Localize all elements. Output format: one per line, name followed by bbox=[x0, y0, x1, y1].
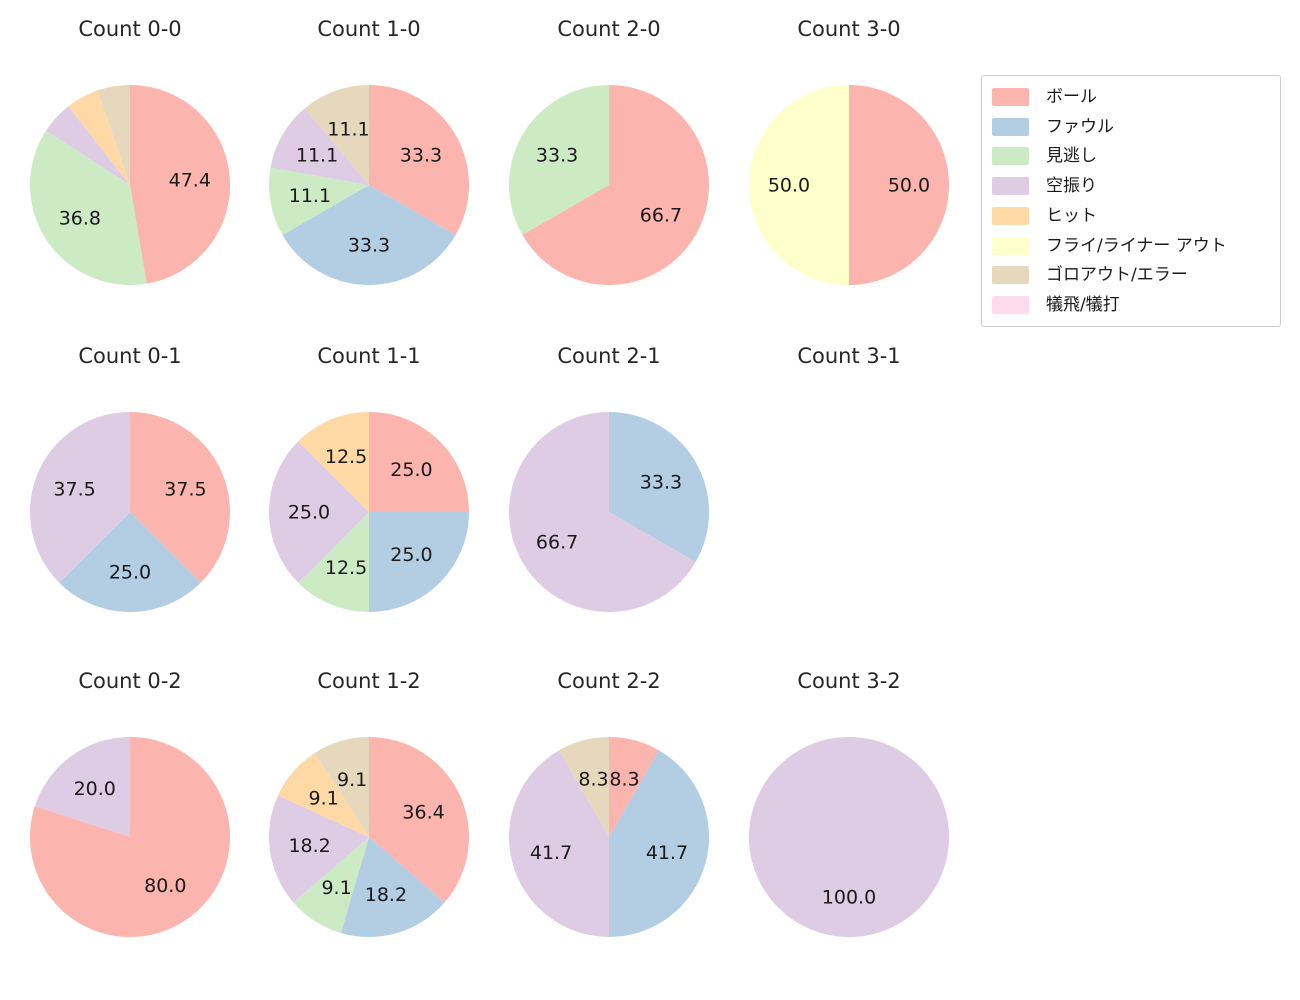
svg-text:9.1: 9.1 bbox=[309, 787, 339, 809]
legend-swatch-groundout-error bbox=[992, 266, 1029, 285]
legend-item: フライ/ライナー アウト bbox=[992, 235, 1270, 257]
pie-cell-count-0-2: Count 0-2 80.0 20.0 bbox=[10, 668, 250, 937]
svg-text:25.0: 25.0 bbox=[288, 502, 330, 524]
pie-chart-count-1-0: 33.3 33.3 11.1 11.1 11.1 bbox=[269, 85, 469, 285]
pie-cell-count-1-2: Count 1-2 36.4 18.2 9.1 18.2 9.1 9.1 bbox=[249, 668, 489, 937]
pie-cell-count-0-1: Count 0-1 37.5 25.0 37.5 bbox=[10, 343, 250, 612]
pie-chart-count-2-2: 8.3 41.7 41.7 8.3 bbox=[509, 737, 709, 937]
legend: ボール ファウル 見逃し 空振り ヒット フライ/ライナー アウト ゴロアウト/… bbox=[981, 75, 1281, 327]
svg-text:25.0: 25.0 bbox=[390, 459, 432, 481]
pie-cell-count-2-0: Count 2-0 66.7 33.3 bbox=[489, 16, 729, 285]
svg-text:41.7: 41.7 bbox=[530, 842, 572, 864]
pie-chart-count-0-1: 37.5 25.0 37.5 bbox=[30, 412, 230, 612]
pie-title: Count 3-1 bbox=[797, 344, 901, 368]
svg-text:20.0: 20.0 bbox=[74, 778, 116, 800]
svg-text:80.0: 80.0 bbox=[144, 875, 186, 897]
svg-text:11.1: 11.1 bbox=[296, 145, 338, 167]
legend-item: 犠飛/犠打 bbox=[992, 294, 1270, 316]
legend-label: 犠飛/犠打 bbox=[1046, 295, 1120, 316]
svg-text:8.3: 8.3 bbox=[609, 769, 639, 791]
svg-text:37.5: 37.5 bbox=[164, 479, 206, 501]
pie-title: Count 2-2 bbox=[557, 669, 661, 693]
legend-label: ヒット bbox=[1046, 205, 1097, 226]
legend-item: ゴロアウト/エラー bbox=[992, 264, 1270, 286]
pie-title: Count 0-0 bbox=[78, 17, 182, 41]
pie-chart-count-0-2: 80.0 20.0 bbox=[30, 737, 230, 937]
svg-text:36.4: 36.4 bbox=[402, 802, 444, 824]
legend-swatch-swinging-strike bbox=[992, 177, 1029, 196]
svg-text:50.0: 50.0 bbox=[768, 175, 810, 197]
legend-item: ボール bbox=[992, 86, 1270, 108]
pie-title: Count 0-1 bbox=[78, 344, 182, 368]
pie-title: Count 1-2 bbox=[317, 669, 421, 693]
pie-chart-count-3-1-empty bbox=[749, 412, 949, 612]
pie-cell-count-2-1: Count 2-1 33.3 66.7 bbox=[489, 343, 729, 612]
legend-item: ファウル bbox=[992, 116, 1270, 138]
pie-chart-count-3-2: 100.0 bbox=[749, 737, 949, 937]
pie-title: Count 0-2 bbox=[78, 669, 182, 693]
svg-text:12.5: 12.5 bbox=[325, 557, 367, 579]
svg-text:25.0: 25.0 bbox=[390, 544, 432, 566]
legend-label: ファウル bbox=[1046, 116, 1114, 137]
legend-label: ゴロアウト/エラー bbox=[1046, 265, 1188, 286]
pie-cell-count-1-0: Count 1-0 33.3 33.3 11.1 11.1 11.1 bbox=[249, 16, 489, 285]
legend-label: フライ/ライナー アウト bbox=[1046, 235, 1227, 256]
pie-cell-count-1-1: Count 1-1 25.0 25.0 12.5 25.0 12.5 bbox=[249, 343, 489, 612]
svg-text:47.4: 47.4 bbox=[169, 170, 211, 192]
pie-cell-count-3-1: Count 3-1 bbox=[729, 343, 969, 612]
pie-chart-count-1-2: 36.4 18.2 9.1 18.2 9.1 9.1 bbox=[269, 737, 469, 937]
legend-swatch-hit bbox=[992, 206, 1029, 225]
pie-title: Count 1-1 bbox=[317, 344, 421, 368]
svg-text:11.1: 11.1 bbox=[289, 185, 331, 207]
svg-text:12.5: 12.5 bbox=[325, 446, 367, 468]
pie-title: Count 3-2 bbox=[797, 669, 901, 693]
svg-text:33.3: 33.3 bbox=[400, 145, 442, 167]
svg-text:41.7: 41.7 bbox=[646, 842, 688, 864]
svg-text:33.3: 33.3 bbox=[536, 145, 578, 167]
legend-swatch-foul bbox=[992, 117, 1029, 136]
pie-chart-count-2-1: 33.3 66.7 bbox=[509, 412, 709, 612]
legend-label: 見逃し bbox=[1046, 146, 1097, 167]
pie-cell-count-3-2: Count 3-2 100.0 bbox=[729, 668, 969, 937]
svg-text:8.3: 8.3 bbox=[578, 769, 608, 791]
pie-chart-count-3-0: 50.0 50.0 bbox=[749, 85, 949, 285]
pie-title: Count 2-0 bbox=[557, 17, 661, 41]
svg-text:100.0: 100.0 bbox=[822, 887, 876, 909]
svg-text:18.2: 18.2 bbox=[365, 884, 407, 906]
legend-item: ヒット bbox=[992, 205, 1270, 227]
legend-label: 空振り bbox=[1046, 176, 1097, 197]
legend-item: 空振り bbox=[992, 175, 1270, 197]
svg-text:66.7: 66.7 bbox=[536, 532, 578, 554]
svg-text:50.0: 50.0 bbox=[888, 175, 930, 197]
svg-text:66.7: 66.7 bbox=[640, 205, 682, 227]
svg-text:11.1: 11.1 bbox=[327, 118, 369, 140]
svg-text:18.2: 18.2 bbox=[288, 835, 330, 857]
svg-text:33.3: 33.3 bbox=[640, 472, 682, 494]
pie-cell-count-0-0: Count 0-0 47.4 36.8 bbox=[10, 16, 250, 285]
pie-title: Count 2-1 bbox=[557, 344, 661, 368]
legend-label: ボール bbox=[1046, 86, 1097, 107]
legend-swatch-sacrifice bbox=[992, 296, 1029, 315]
svg-text:37.5: 37.5 bbox=[53, 479, 95, 501]
pie-title: Count 3-0 bbox=[797, 17, 901, 41]
pie-cell-count-3-0: Count 3-0 50.0 50.0 bbox=[729, 16, 969, 285]
pie-chart-count-2-0: 66.7 33.3 bbox=[509, 85, 709, 285]
svg-text:36.8: 36.8 bbox=[59, 208, 101, 230]
svg-text:25.0: 25.0 bbox=[109, 562, 151, 584]
svg-text:9.1: 9.1 bbox=[337, 769, 367, 791]
pie-title: Count 1-0 bbox=[317, 17, 421, 41]
svg-text:33.3: 33.3 bbox=[348, 235, 390, 257]
legend-swatch-fly-liner-out bbox=[992, 236, 1029, 255]
pie-cell-count-2-2: Count 2-2 8.3 41.7 41.7 8.3 bbox=[489, 668, 729, 937]
pie-chart-count-0-0: 47.4 36.8 bbox=[30, 85, 230, 285]
legend-swatch-ball bbox=[992, 87, 1029, 106]
legend-item: 見逃し bbox=[992, 145, 1270, 167]
legend-swatch-called-strike bbox=[992, 147, 1029, 166]
pie-chart-count-1-1: 25.0 25.0 12.5 25.0 12.5 bbox=[269, 412, 469, 612]
svg-text:9.1: 9.1 bbox=[321, 877, 351, 899]
